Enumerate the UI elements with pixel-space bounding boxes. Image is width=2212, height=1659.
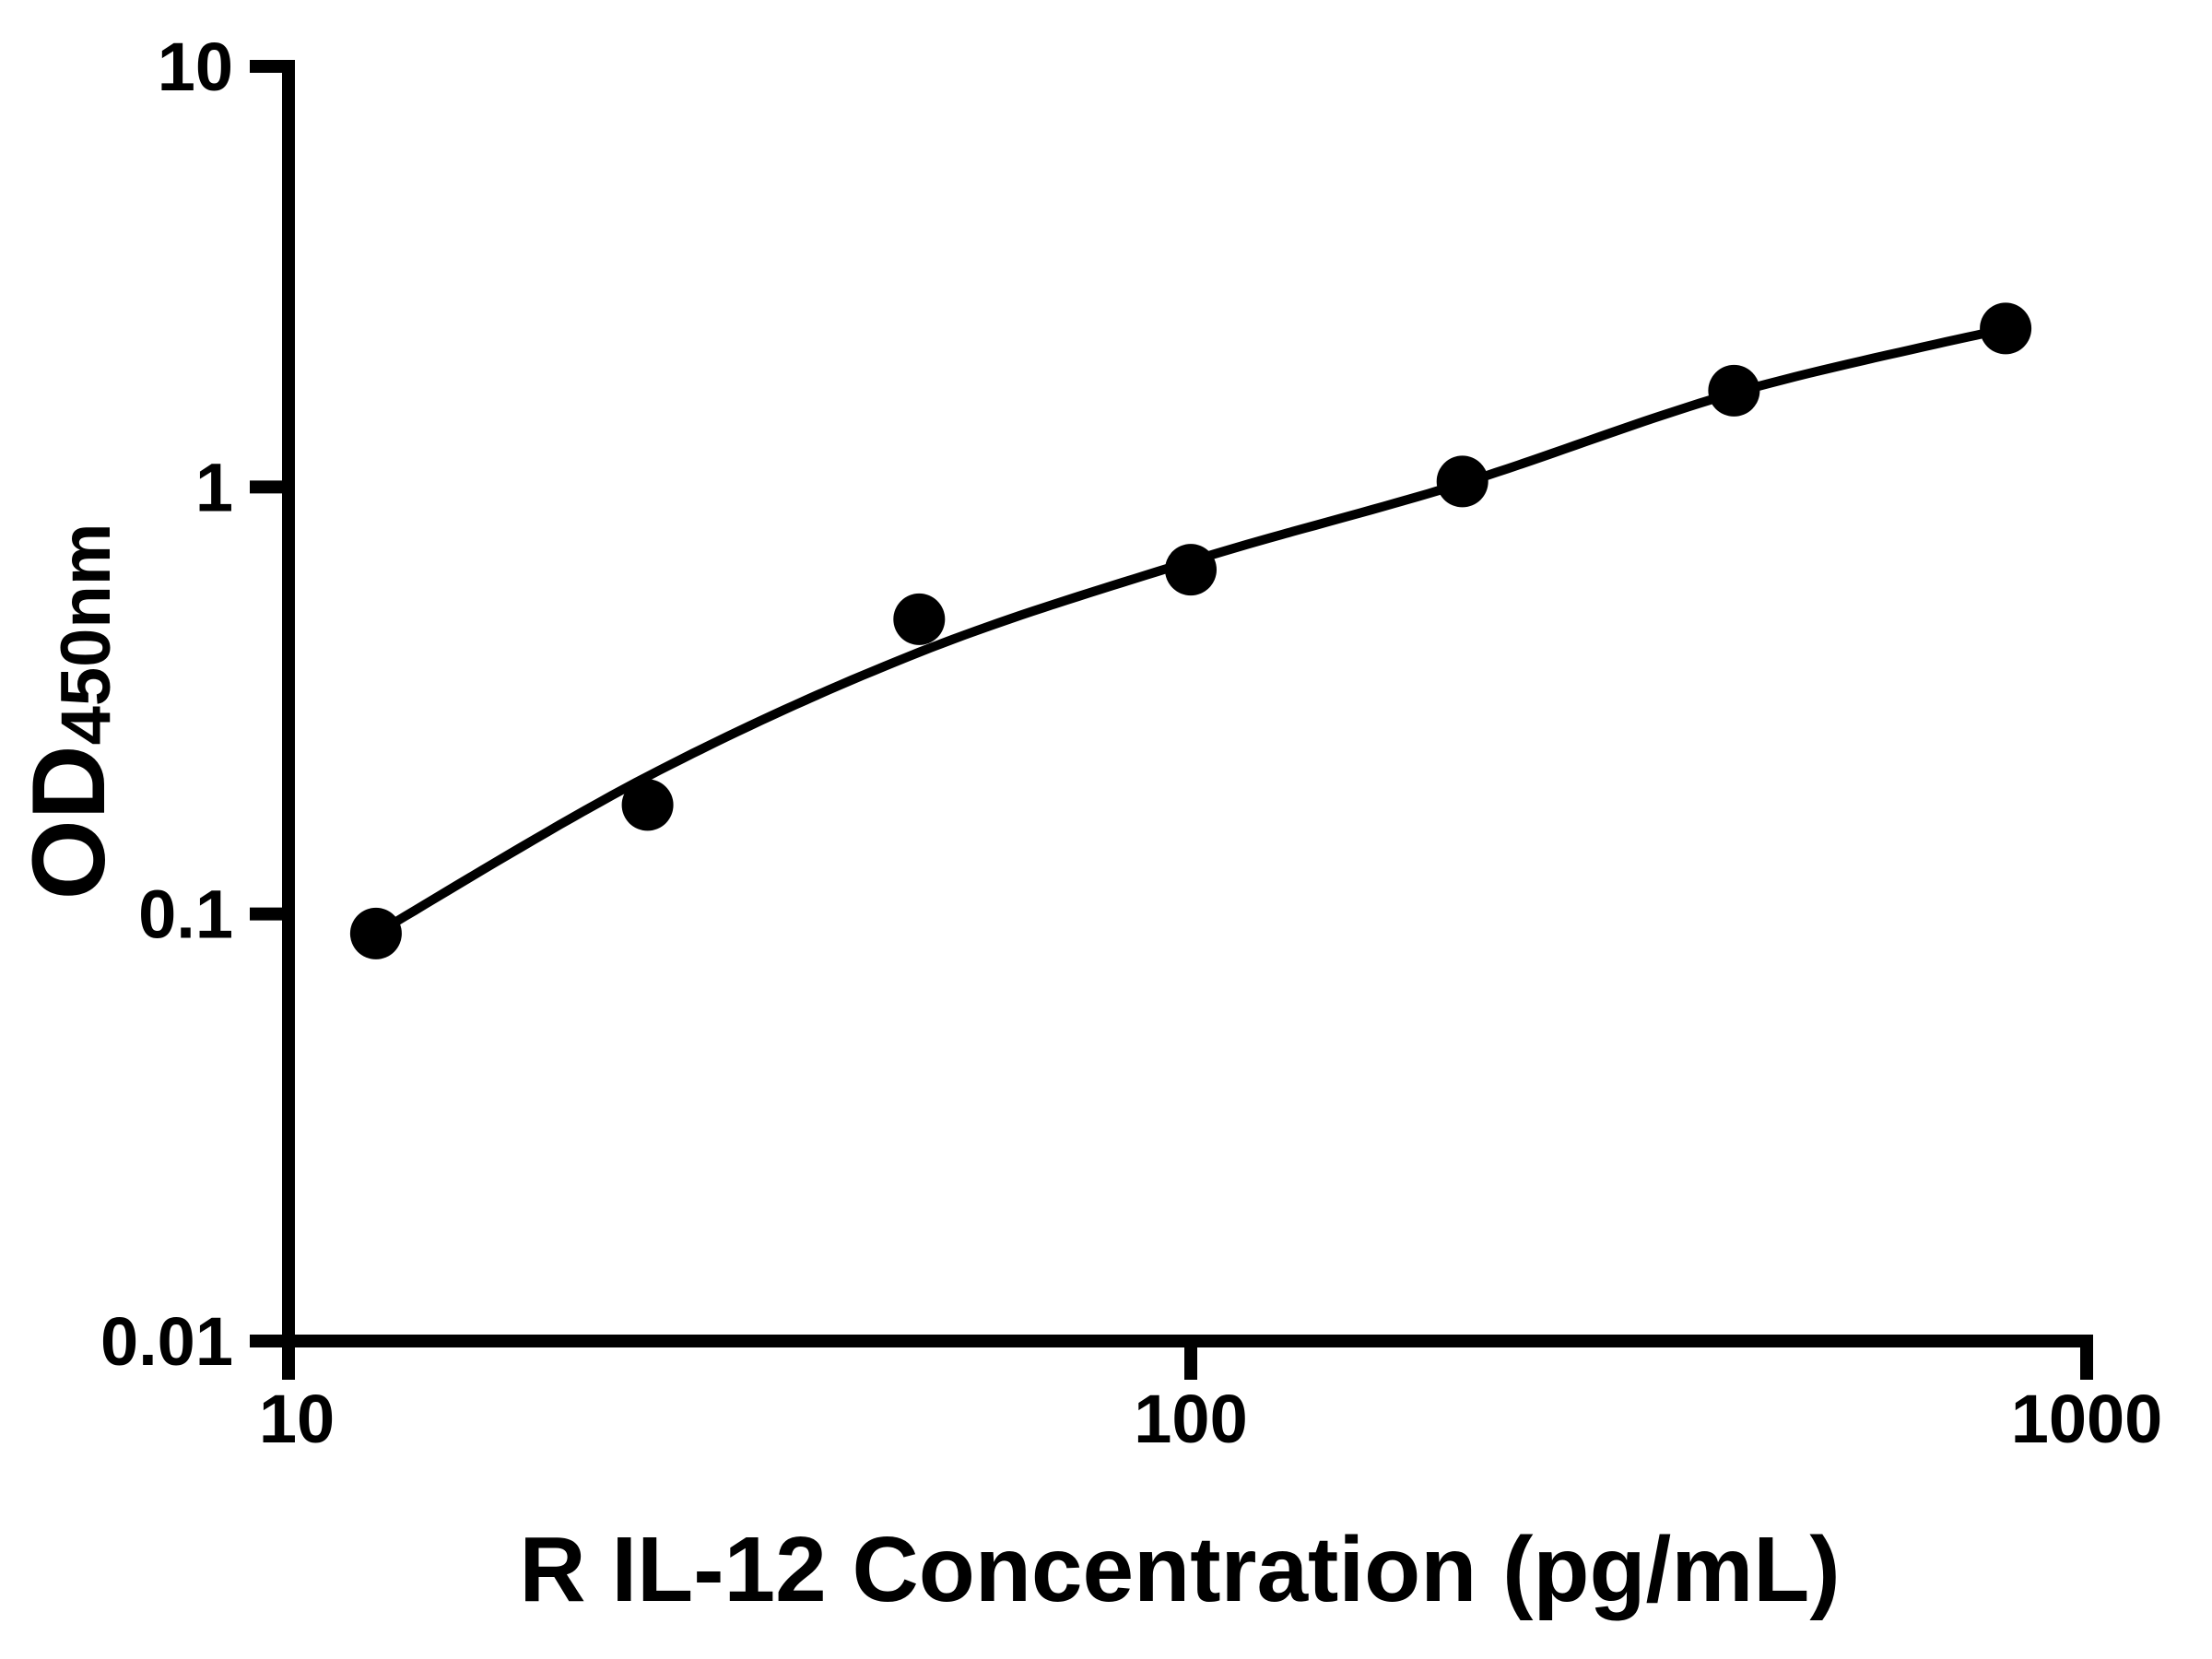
y-axis-title-main: OD xyxy=(11,745,126,900)
x-tick-label: 100 xyxy=(1134,1381,1247,1457)
data-point xyxy=(893,593,946,645)
data-point xyxy=(349,907,402,959)
data-point xyxy=(1708,364,1760,417)
data-point xyxy=(621,779,674,831)
data-point xyxy=(1436,455,1488,508)
fit-curve-layer xyxy=(371,324,2011,938)
y-axis-title: OD450nm xyxy=(11,524,126,900)
x-axis-title: R IL-12 Concentration (pg/mL) xyxy=(519,1518,1840,1621)
x-tick-label: 1000 xyxy=(2011,1381,2163,1457)
y-tick-label: 10 xyxy=(158,29,233,105)
data-point xyxy=(1165,544,1217,596)
y-tick-label: 0.01 xyxy=(100,1303,233,1380)
tick-labels-layer: 10 1 0.1 0.01 10 100 1000 xyxy=(100,29,2162,1457)
y-axis-title-subscript: 450nm xyxy=(47,524,125,746)
axes xyxy=(250,60,2093,1380)
y-tick-label: 0.1 xyxy=(138,877,233,953)
y-tick-label: 1 xyxy=(195,449,233,525)
data-point xyxy=(1980,302,2032,355)
fit-curve-path xyxy=(371,324,2011,938)
data-points-layer xyxy=(349,302,2032,959)
x-tick-label: 10 xyxy=(259,1381,335,1457)
